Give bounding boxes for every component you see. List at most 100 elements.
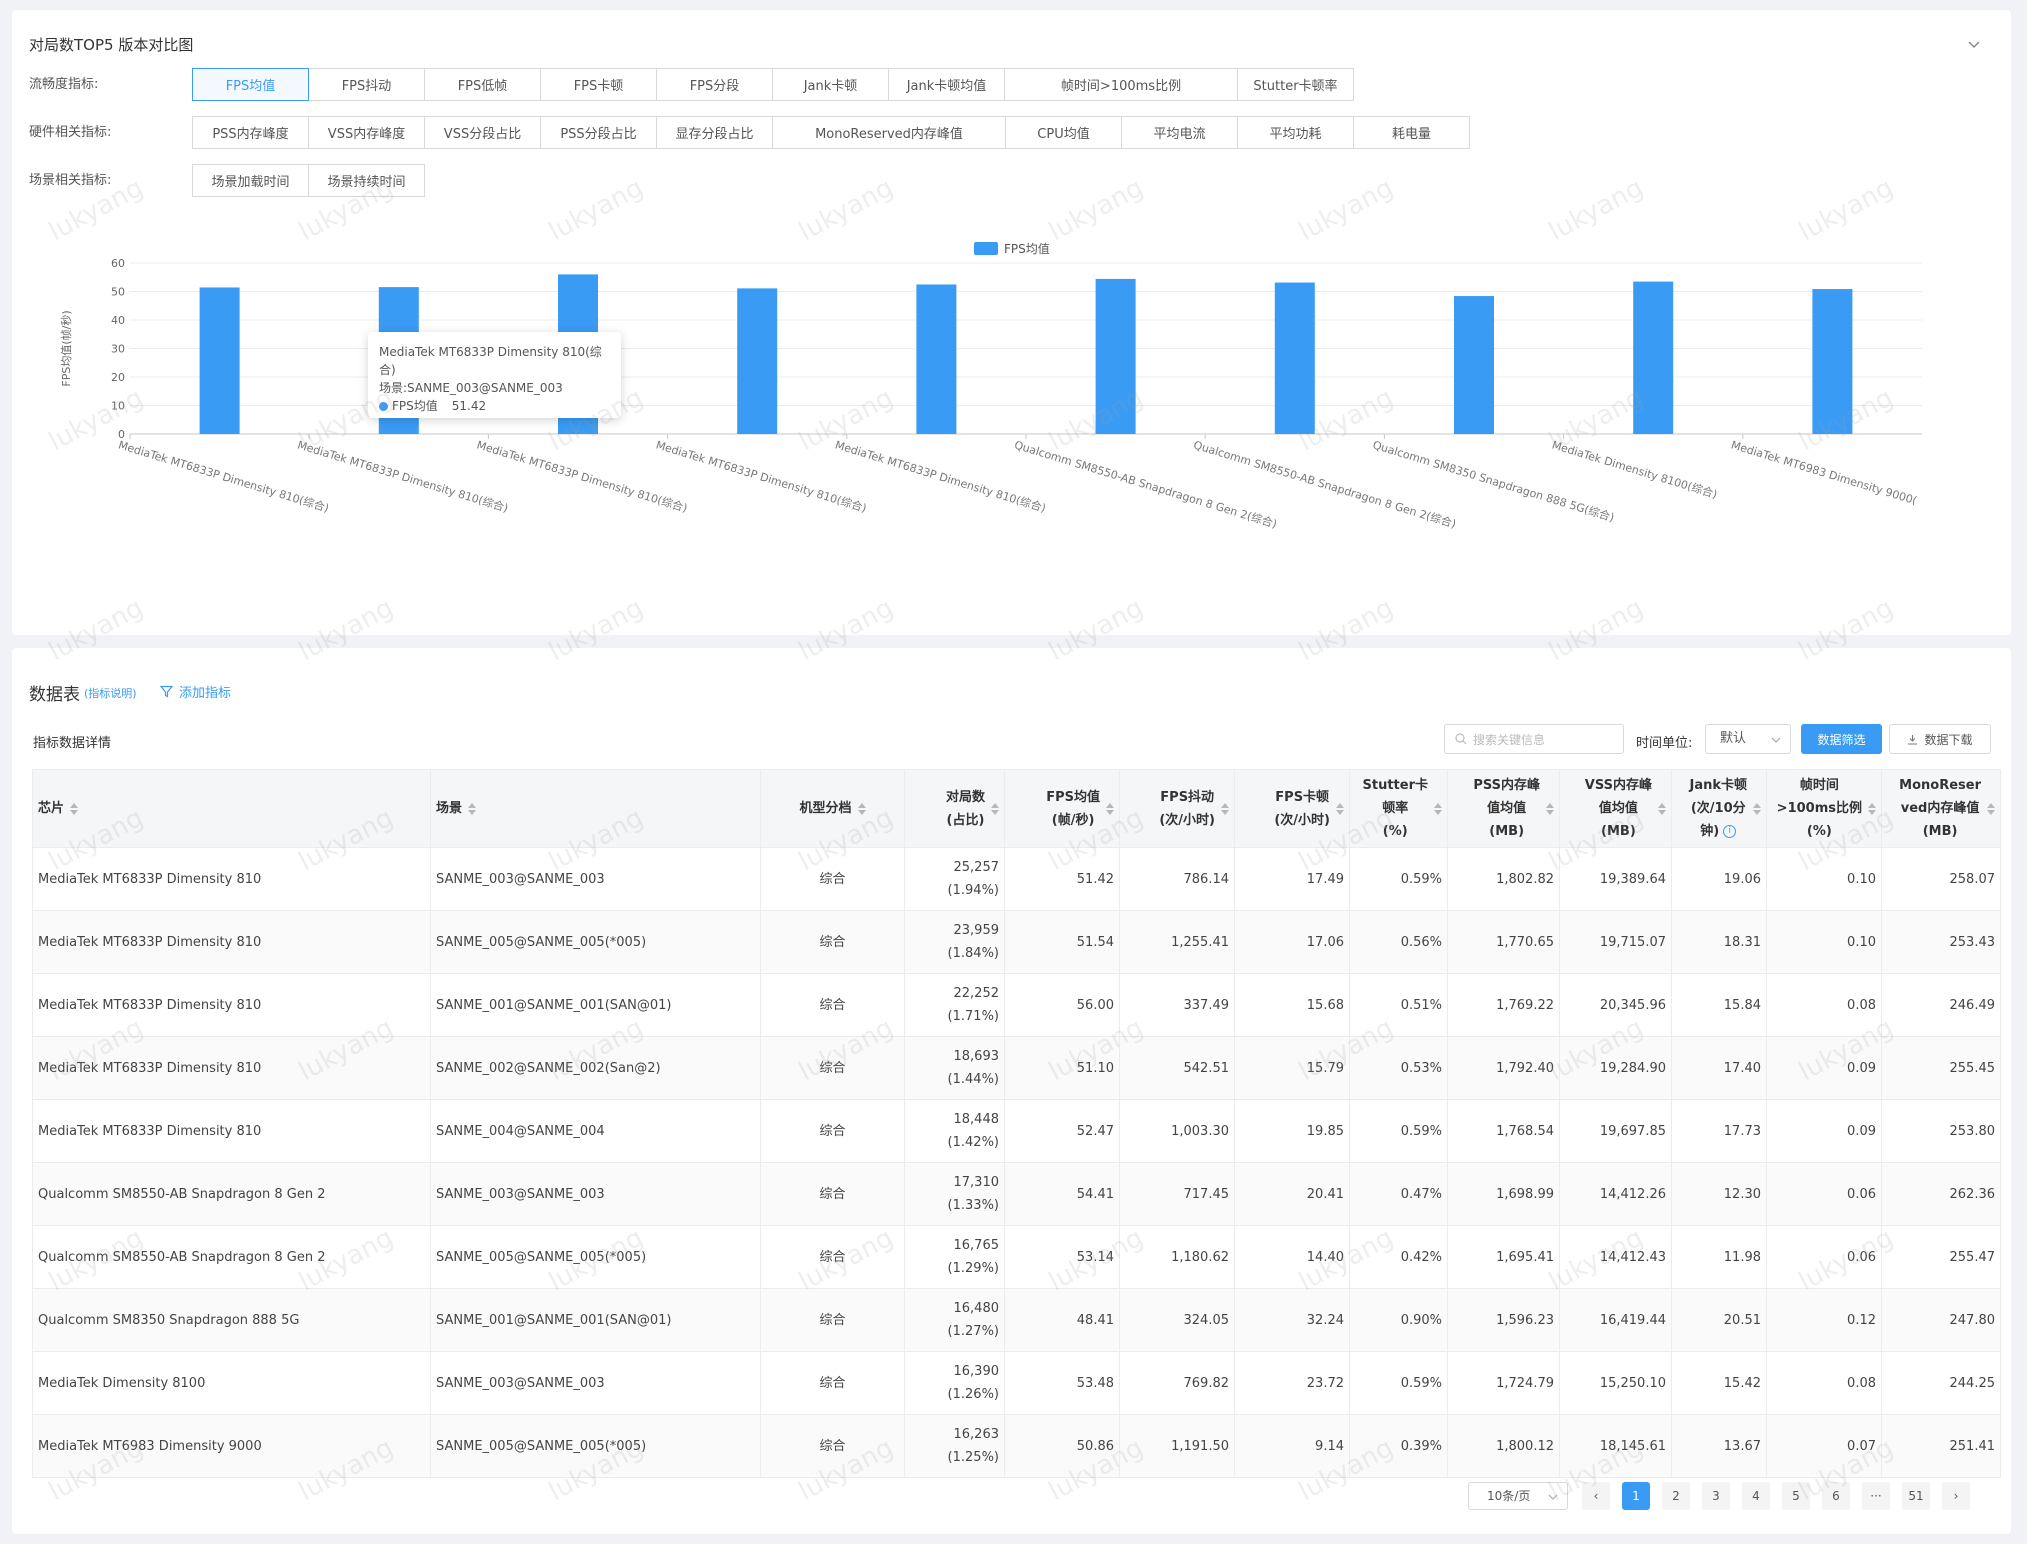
chip-link[interactable]: MediaTek Dimensity 8100 — [32, 1351, 431, 1415]
chip-link[interactable]: MediaTek MT6833P Dimensity 810 — [32, 910, 431, 974]
cell-line: 18,693 — [953, 1049, 1000, 1064]
metric-option[interactable]: FPS均值 — [192, 68, 309, 101]
sort-icon[interactable] — [1753, 802, 1761, 815]
metric-option[interactable]: FPS卡顿 — [540, 68, 657, 101]
cell-line: (1.44%) — [947, 1072, 999, 1087]
chip-link[interactable]: MediaTek MT6983 Dimensity 9000 — [32, 1414, 431, 1478]
next-page-button[interactable]: › — [1942, 1482, 1970, 1510]
column-header[interactable]: PSS内存峰 值均值 (MB) — [1447, 769, 1560, 848]
column-header[interactable]: 场景 — [430, 769, 761, 848]
cell-line: (1.25%) — [947, 1450, 999, 1465]
metric-option[interactable]: 场景加载时间 — [192, 164, 309, 197]
metric-option[interactable]: CPU均值 — [1005, 116, 1122, 149]
column-header-label: 对局数 — [945, 789, 985, 805]
sort-icon[interactable] — [1868, 802, 1876, 815]
page-button[interactable]: 6 — [1822, 1482, 1850, 1510]
stutter-rate-cell: 0.47% — [1349, 1162, 1448, 1226]
column-header[interactable]: 机型分档 — [760, 769, 905, 848]
bar — [1454, 296, 1494, 434]
page-button[interactable]: ··· — [1862, 1482, 1890, 1510]
chip-link[interactable]: Qualcomm SM8550-AB Snapdragon 8 Gen 2 — [32, 1225, 431, 1289]
fps-bar-chart[interactable]: 0 10 20 30 40 50 60 FPS均值(帧/秒) MediaTek MT6833P … — [12, 10, 2011, 635]
metric-option[interactable]: VSS分段占比 — [424, 116, 541, 149]
metric-option[interactable]: Stutter卡顿率 — [1237, 68, 1354, 101]
page-button[interactable]: 2 — [1662, 1482, 1690, 1510]
chip-link[interactable]: MediaTek MT6833P Dimensity 810 — [32, 973, 431, 1037]
sort-icon[interactable] — [1106, 802, 1114, 815]
column-header[interactable]: Jank卡顿 (次/10分 钟) i — [1671, 769, 1767, 848]
data-filter-button[interactable]: 数据筛选 — [1801, 724, 1882, 754]
chip-link[interactable]: Qualcomm SM8550-AB Snapdragon 8 Gen 2 — [32, 1162, 431, 1226]
page-button[interactable]: 5 — [1782, 1482, 1810, 1510]
column-header-label: MonoReser — [1899, 778, 1981, 793]
mono-reserved-cell: 251.41 — [1881, 1414, 2001, 1478]
sort-icon[interactable] — [1658, 802, 1666, 815]
metric-option[interactable]: 平均功耗 — [1237, 116, 1354, 149]
column-header[interactable]: 帧时间 >100ms比例 (%) — [1766, 769, 1882, 848]
metric-option[interactable]: 场景持续时间 — [308, 164, 425, 197]
add-metric-button[interactable]: 添加指标 — [160, 682, 231, 701]
mono-reserved-cell: 253.80 — [1881, 1099, 2001, 1163]
cell-line: 22,252 — [953, 986, 1000, 1001]
fps-jitter-cell: 1,255.41 — [1119, 910, 1235, 974]
metric-option[interactable]: 帧时间>100ms比例 — [1004, 68, 1238, 101]
column-header[interactable]: 对局数 (占比) — [904, 769, 1005, 848]
legend-label: FPS均值 — [1004, 241, 1050, 256]
metric-option[interactable]: PSS内存峰度 — [192, 116, 309, 149]
frametime-ratio-cell: 0.07 — [1766, 1414, 1882, 1478]
scene-cell: SANME_004@SANME_004 — [430, 1099, 761, 1163]
sort-icon[interactable] — [70, 802, 79, 815]
column-header-label: 场景 — [436, 801, 463, 816]
sort-icon[interactable] — [468, 802, 477, 815]
stutter-rate-cell: 0.59% — [1349, 1351, 1448, 1415]
chip-link[interactable]: MediaTek MT6833P Dimensity 810 — [32, 847, 431, 911]
column-header[interactable]: Stutter卡 顿率 (%) — [1349, 769, 1448, 848]
column-header[interactable]: 芯片 — [32, 769, 431, 848]
metric-option[interactable]: 平均电流 — [1121, 116, 1238, 149]
column-header[interactable]: VSS内存峰 值均值 (MB) — [1559, 769, 1672, 848]
jank-cell: 11.98 — [1671, 1225, 1767, 1289]
data-download-button[interactable]: 数据下载 — [1889, 724, 1991, 754]
chip-link[interactable]: Qualcomm SM8350 Snapdragon 888 5G — [32, 1288, 431, 1352]
metric-option[interactable]: FPS低帧 — [424, 68, 541, 101]
page-button[interactable]: 51 — [1902, 1482, 1930, 1510]
vss-peak-cell: 20,345.96 — [1559, 973, 1672, 1037]
sort-icon[interactable] — [1434, 802, 1442, 815]
column-header[interactable]: FPS均值 (帧/秒) — [1004, 769, 1120, 848]
metric-option[interactable]: VSS内存峰度 — [308, 116, 425, 149]
column-header[interactable]: FPS抖动 (次/小时) — [1119, 769, 1235, 848]
tier-cell: 综合 — [760, 1036, 905, 1100]
y-tick-label: 20 — [111, 371, 125, 384]
cell-line: 18,448 — [953, 1112, 1000, 1127]
info-icon[interactable]: i — [1723, 825, 1737, 838]
column-header[interactable]: MonoReser ved内存峰值 (MB) — [1881, 769, 2001, 848]
sort-icon[interactable] — [1546, 802, 1554, 815]
sort-icon[interactable] — [1336, 802, 1344, 815]
cell-line: (1.27%) — [947, 1324, 999, 1339]
fps-stutter-cell: 14.40 — [1234, 1225, 1350, 1289]
prev-page-button[interactable]: ‹ — [1582, 1482, 1610, 1510]
metric-explanation-link[interactable]: (指标说明) — [84, 687, 137, 700]
metric-option[interactable]: Jank卡顿均值 — [888, 68, 1005, 101]
smoothness-metric-group: FPS均值 FPS抖动 FPS低帧 FPS卡顿 FPS分段 Jank卡顿 Jank卡顿均值帧… — [192, 68, 1354, 101]
page-size-select[interactable]: 10条/页 — [1468, 1482, 1568, 1510]
metric-option[interactable]: FPS分段 — [656, 68, 773, 101]
cell-line: 16,263 — [953, 1427, 1000, 1442]
page-button[interactable]: 3 — [1702, 1482, 1730, 1510]
sort-icon[interactable] — [1221, 802, 1229, 815]
scene-cell: SANME_001@SANME_001(SAN@01) — [430, 1288, 761, 1352]
page-button[interactable]: 4 — [1742, 1482, 1770, 1510]
time-unit-select[interactable]: 默认 — [1705, 724, 1791, 754]
sort-icon[interactable] — [857, 802, 866, 815]
sort-icon[interactable] — [1987, 802, 1995, 815]
page-button[interactable]: 1 — [1622, 1482, 1650, 1510]
metric-option[interactable]: 耗电量 — [1353, 116, 1470, 149]
chip-link[interactable]: MediaTek MT6833P Dimensity 810 — [32, 1099, 431, 1163]
sort-icon[interactable] — [991, 802, 999, 815]
chevron-down-icon[interactable] — [1965, 36, 1983, 54]
metric-option[interactable]: MonoReserved内存峰值 — [772, 116, 1006, 149]
metric-option[interactable]: PSS分段占比 — [540, 116, 657, 149]
column-header[interactable]: FPS卡顿 (次/小时) — [1234, 769, 1350, 848]
search-input[interactable]: 搜索关键信息 — [1444, 724, 1624, 754]
chip-link[interactable]: MediaTek MT6833P Dimensity 810 — [32, 1036, 431, 1100]
